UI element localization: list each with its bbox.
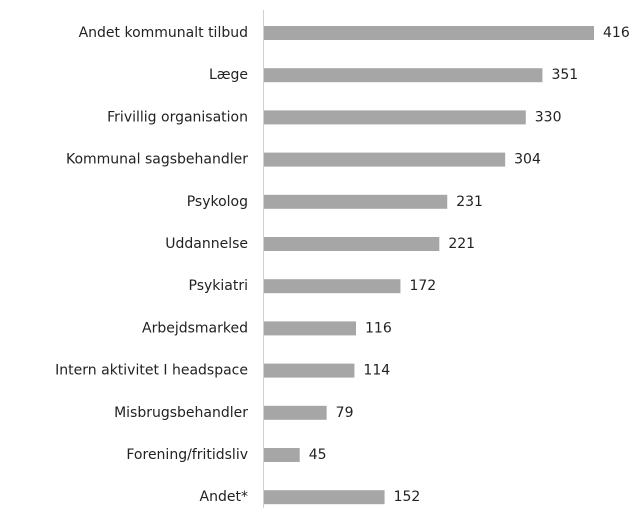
value-label: 79 [336,405,354,421]
bar [264,448,300,462]
value-label: 351 [551,67,578,83]
bar [264,152,506,167]
category-label: Frivillig organisation [107,109,248,125]
value-label: 330 [535,109,562,125]
value-label: 172 [409,278,436,294]
category-label: Intern aktivitet I headspace [55,363,248,379]
bar [264,321,357,336]
category-label: Uddannelse [165,236,248,252]
bar [264,363,355,378]
category-label: Psykiatri [189,278,249,294]
value-label: 114 [363,363,390,379]
value-label: 416 [603,25,630,41]
value-label: 45 [309,447,327,463]
category-label: Arbejdsmarked [142,320,248,336]
value-label: 116 [365,320,392,336]
value-label: 152 [394,489,421,505]
bar [264,237,440,251]
bar [264,279,401,294]
bar [264,194,448,209]
bar [264,110,526,125]
category-label: Kommunal sagsbehandler [66,152,248,168]
value-label: 304 [514,152,541,168]
value-label: 221 [448,236,475,252]
bar [264,405,327,420]
category-label: Misbrugsbehandler [114,405,248,421]
category-label: Andet kommunalt tilbud [79,25,248,41]
value-label: 231 [456,194,483,210]
bar [264,26,594,40]
category-label: Andet* [200,489,248,505]
category-label: Forening/fritidsliv [126,447,248,463]
bar [264,68,543,83]
category-label: Læge [209,67,248,83]
category-label: Psykolog [187,194,248,210]
bar [264,490,385,505]
